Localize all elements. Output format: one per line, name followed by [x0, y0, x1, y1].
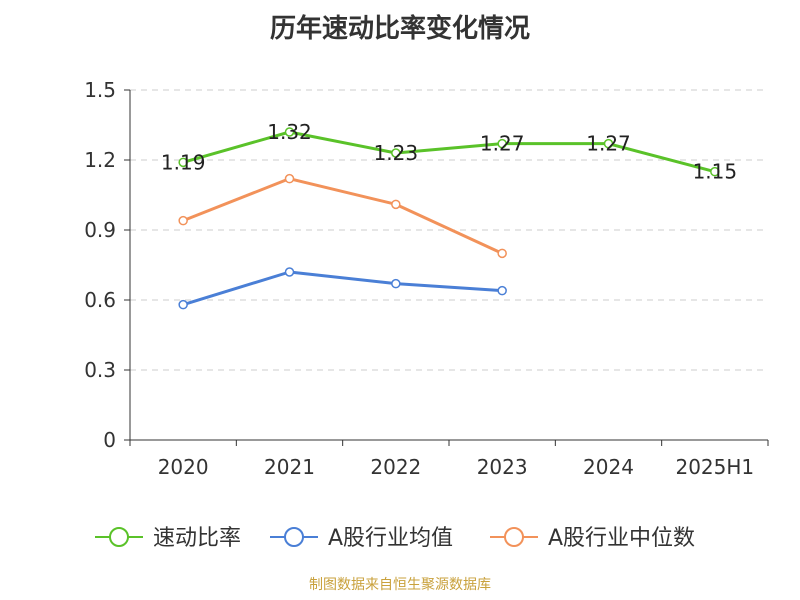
- x-tick-label: 2022: [370, 455, 421, 479]
- legend-label: A股行业中位数: [548, 526, 695, 551]
- data-point: [603, 138, 614, 149]
- y-tick-label: 1.5: [84, 78, 116, 102]
- x-tick-label: 2021: [264, 455, 315, 479]
- x-tick-label: 2023: [477, 455, 528, 479]
- data-point: [178, 215, 188, 226]
- data-point: [497, 248, 507, 259]
- legend-label: A股行业均值: [328, 526, 453, 551]
- data-point: [178, 157, 188, 168]
- x-tick-label: 2020: [158, 455, 209, 479]
- data-point: [710, 166, 720, 177]
- y-tick-label: 0.9: [84, 218, 116, 242]
- source-footer: 制图数据来自恒生聚源数据库: [309, 577, 491, 593]
- data-point: [178, 299, 188, 310]
- legend-marker: [284, 527, 304, 547]
- y-tick-label: 0.6: [84, 288, 116, 312]
- data-point: [391, 199, 401, 210]
- data-point: [497, 285, 507, 296]
- data-point: [284, 267, 295, 277]
- x-tick-label: 2024: [583, 455, 634, 479]
- series-line: [182, 270, 503, 307]
- data-label: 1.15: [693, 160, 738, 184]
- data-point: [284, 173, 295, 184]
- legend-marker: [504, 527, 524, 547]
- data-point: [497, 138, 507, 149]
- y-tick-label: 1.2: [84, 148, 116, 172]
- data-point: [284, 127, 295, 137]
- data-label: 1.27: [480, 132, 525, 156]
- x-tick-label: 2025H1: [675, 455, 754, 479]
- series-line: [182, 177, 503, 255]
- data-label: 1.27: [586, 132, 631, 156]
- data-label: 1.23: [374, 141, 419, 165]
- legend-label: 速动比率: [153, 526, 241, 551]
- series-line: [182, 130, 716, 174]
- y-tick-label: 0: [103, 428, 116, 452]
- data-point: [391, 148, 401, 158]
- data-label: 1.32: [267, 120, 312, 144]
- data-point: [391, 278, 401, 289]
- y-tick-label: 0.3: [84, 358, 116, 382]
- data-label: 1.19: [161, 150, 206, 174]
- legend-marker: [109, 527, 129, 547]
- chart-title: 历年速动比率变化情况: [269, 14, 530, 44]
